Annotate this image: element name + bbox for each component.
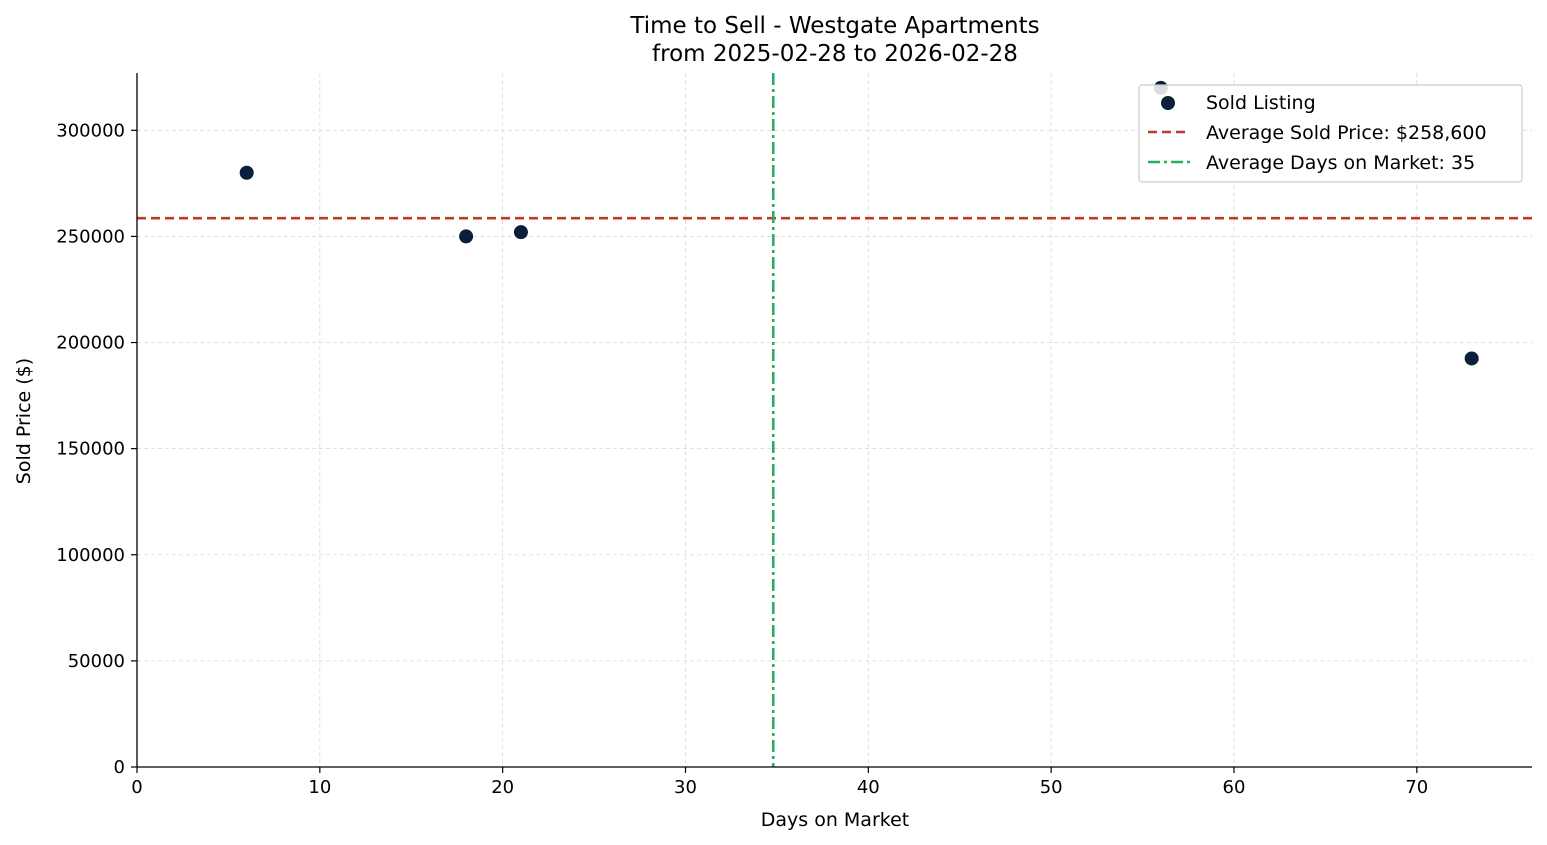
x-axis-title: Days on Market <box>761 809 909 831</box>
x-tick-label: 50 <box>1040 777 1063 798</box>
data-point <box>239 165 254 180</box>
legend: Sold Listing Average Sold Price: $258,60… <box>1138 84 1523 183</box>
legend-box <box>1138 84 1523 183</box>
y-tick-label: 150000 <box>56 439 125 460</box>
y-tick-label: 50000 <box>68 651 125 672</box>
legend-label-avg-price: Average Sold Price: $258,600 <box>1206 122 1487 144</box>
data-point <box>459 229 474 244</box>
reference-lines <box>137 73 1532 767</box>
y-tick-label: 250000 <box>56 226 125 247</box>
y-tick-label: 300000 <box>56 120 125 141</box>
x-tick-label: 30 <box>674 777 697 798</box>
y-axis-title: Sold Price ($) <box>13 358 35 484</box>
chart-title: Time to Sell - Westgate Apartments <box>629 13 1039 39</box>
data-point <box>1464 351 1479 366</box>
legend-label-sold-listing: Sold Listing <box>1206 92 1316 114</box>
legend-label-avg-days: Average Days on Market: 35 <box>1206 152 1475 174</box>
x-tick-label: 10 <box>308 777 331 798</box>
x-tick-label: 40 <box>857 777 880 798</box>
x-tick-label: 60 <box>1223 777 1246 798</box>
x-tick-label: 0 <box>131 777 142 798</box>
tick-labels: 0 10 20 30 40 50 60 70 0 50000 100000 150000 200000 2… <box>56 120 1428 798</box>
axes <box>131 73 1532 773</box>
y-tick-label: 200000 <box>56 333 125 354</box>
y-tick-label: 100000 <box>56 545 125 566</box>
legend-marker-sold-listing <box>1161 96 1175 110</box>
x-tick-label: 70 <box>1405 777 1428 798</box>
chart-subtitle: from 2025-02-28 to 2026-02-28 <box>652 41 1018 67</box>
x-tick-label: 20 <box>491 777 514 798</box>
data-point <box>513 225 528 240</box>
y-tick-label: 0 <box>114 757 125 778</box>
